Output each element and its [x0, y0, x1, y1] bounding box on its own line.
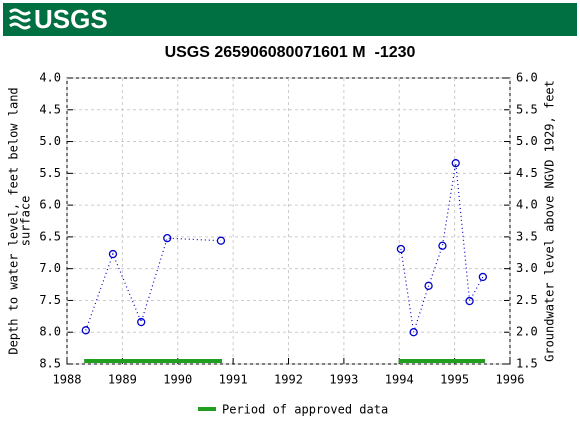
data-point: [163, 234, 172, 243]
x-tick-label: 1991: [219, 373, 248, 387]
x-tick-label: 1995: [440, 373, 469, 387]
data-point: [424, 281, 433, 290]
y2-tick-label: 2.0: [516, 325, 538, 339]
y2-tick-label: 3.5: [516, 229, 538, 243]
logo: USGS: [34, 4, 108, 34]
y-tick-label: 6.0: [39, 198, 61, 212]
x-tick-label: 1996: [496, 373, 525, 387]
data-point: [137, 317, 146, 327]
y-axis-label: surface: [19, 196, 33, 247]
x-tick-label: 1994: [385, 373, 414, 387]
x-tick-label: 1988: [53, 373, 82, 387]
x-tick-label: 1990: [163, 373, 192, 387]
approved-period-bar: [84, 359, 223, 363]
series-line: [85, 163, 484, 333]
data-point: [409, 328, 418, 337]
y-tick-label: 5.0: [39, 134, 61, 148]
legend-label: Period of approved data: [222, 403, 388, 417]
data-point: [465, 296, 474, 306]
y2-tick-label: 6.0: [516, 71, 538, 85]
y2-tick-label: 5.0: [516, 134, 538, 148]
y2-tick-label: 2.5: [516, 293, 538, 307]
x-tick-label: 1992: [274, 373, 303, 387]
y-tick-label: 4.5: [39, 102, 61, 116]
y-tick-label: 7.5: [39, 293, 61, 307]
y-tick-label: 8.0: [39, 325, 61, 339]
y2-tick-label: 4.0: [516, 198, 538, 212]
logo-icon: [9, 8, 31, 30]
y2-tick-label: 5.5: [516, 102, 538, 116]
y-tick-label: 8.5: [39, 357, 61, 371]
y2-tick-label: 1.5: [516, 357, 538, 371]
y-tick-label: 7.0: [39, 261, 61, 275]
data-point: [81, 326, 90, 335]
x-tick-label: 1989: [108, 373, 137, 387]
data-point: [108, 249, 118, 259]
data-point: [451, 159, 460, 168]
y-tick-label: 6.5: [39, 229, 61, 243]
data-point: [438, 241, 447, 250]
y-axis-label: Depth to water level, feet below land: [7, 87, 21, 354]
approved-period-bar: [398, 359, 486, 363]
y-tick-label: 4.0: [39, 71, 61, 85]
chart-title: USGS 265906080071601 M -1230: [165, 44, 416, 61]
legend-swatch: [198, 407, 216, 411]
x-tick-label: 1993: [329, 373, 358, 387]
y-tick-label: 5.5: [39, 166, 61, 180]
data-point: [396, 244, 406, 254]
data-point: [216, 236, 226, 245]
y2-tick-label: 4.5: [516, 166, 538, 180]
header-bar: [3, 3, 577, 36]
y2-tick-label: 3.0: [516, 261, 538, 275]
data-point: [478, 272, 488, 282]
y2-axis-label: Groundwater level above NGVD 1929, feet: [543, 80, 557, 362]
